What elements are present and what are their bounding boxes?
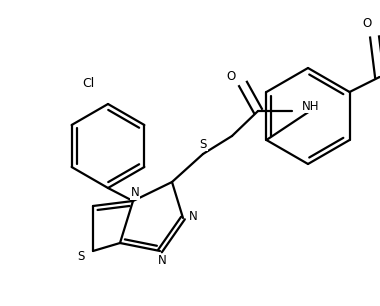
Text: S: S xyxy=(200,137,207,151)
Text: Cl: Cl xyxy=(82,77,94,90)
Text: NH: NH xyxy=(302,99,320,113)
Text: N: N xyxy=(188,210,197,222)
Text: N: N xyxy=(158,255,166,267)
Text: N: N xyxy=(131,186,139,200)
Text: O: O xyxy=(226,69,236,83)
Text: S: S xyxy=(77,249,85,263)
Text: O: O xyxy=(362,17,371,29)
